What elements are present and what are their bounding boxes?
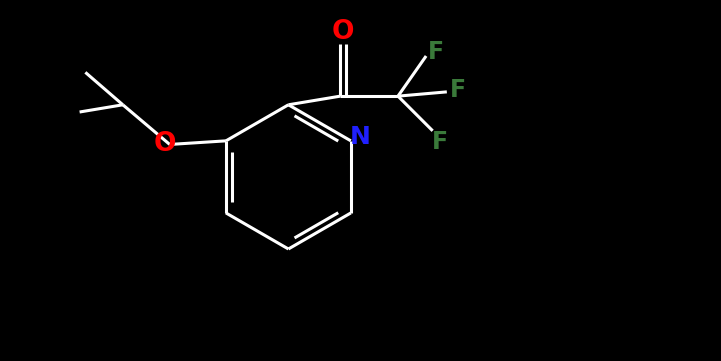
Text: O: O <box>154 131 176 157</box>
Text: N: N <box>350 125 371 149</box>
Text: F: F <box>432 130 448 154</box>
Text: O: O <box>332 19 355 45</box>
Text: F: F <box>428 40 444 64</box>
Text: F: F <box>451 78 466 103</box>
